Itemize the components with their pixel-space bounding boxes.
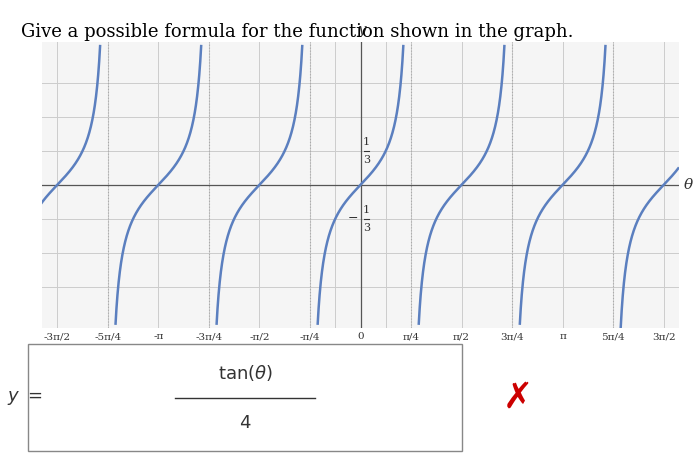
Text: ✗: ✗ [503,381,533,415]
Text: −: − [347,212,358,226]
Text: θ: θ [684,178,693,192]
Text: 3: 3 [363,155,370,165]
Text: $4$: $4$ [239,414,251,432]
FancyBboxPatch shape [28,344,462,451]
Text: $\mathrm{tan}(\theta)$: $\mathrm{tan}(\theta)$ [218,363,272,382]
Text: 3: 3 [363,223,370,233]
Text: Give a possible formula for the function shown in the graph.: Give a possible formula for the function… [21,23,573,41]
Text: 1: 1 [363,137,370,147]
Text: 1: 1 [363,205,370,215]
Text: $y\ =$: $y\ =$ [7,389,43,407]
Text: y: y [358,23,366,37]
